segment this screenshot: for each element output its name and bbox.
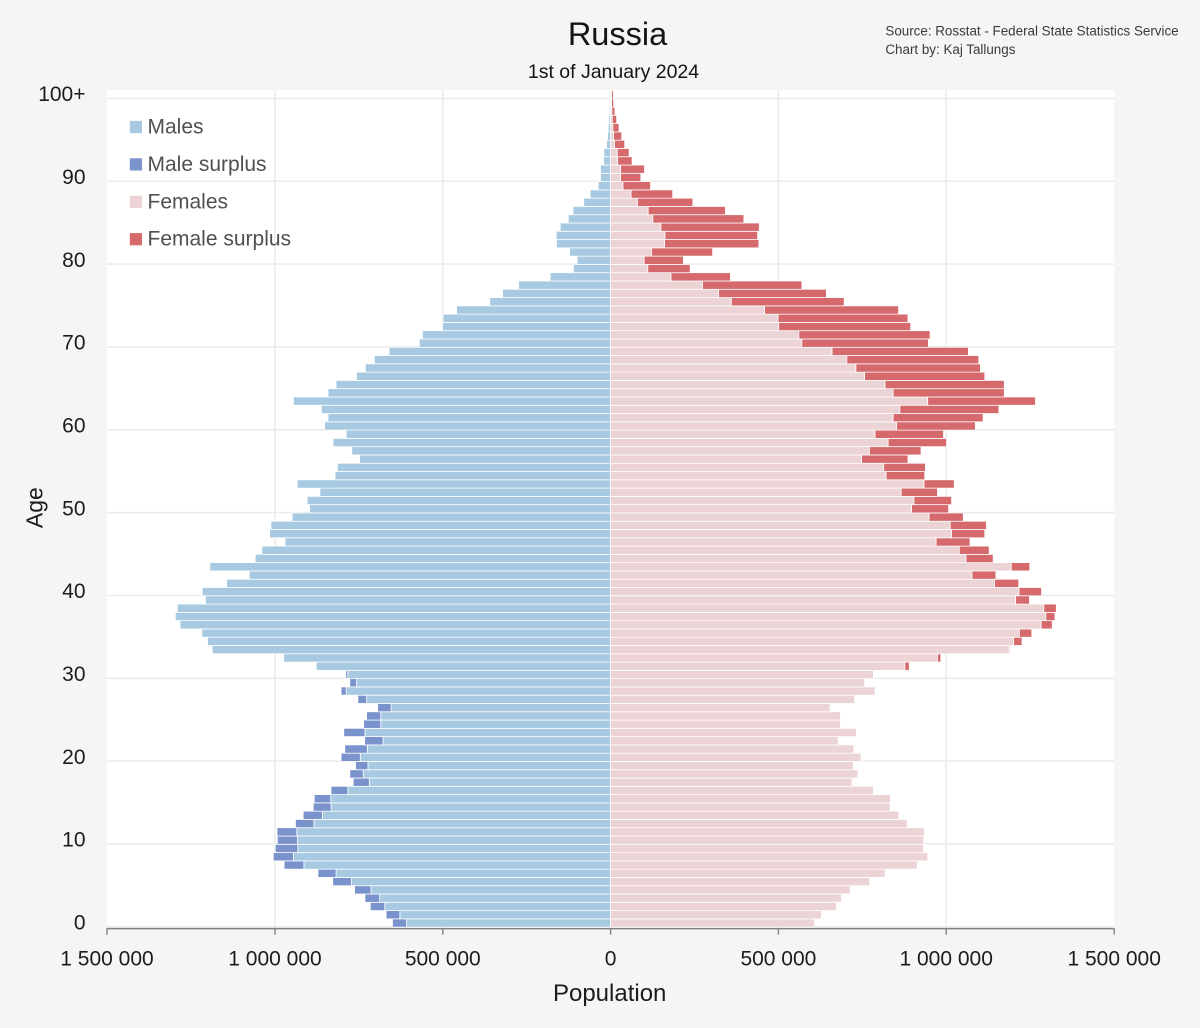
svg-text:1 000 000: 1 000 000 — [899, 947, 992, 970]
svg-text:Males: Males — [148, 116, 204, 139]
svg-text:500 000: 500 000 — [740, 947, 816, 970]
svg-text:1 000 000: 1 000 000 — [228, 947, 321, 970]
svg-text:Source: Rosstat - Federal Stat: Source: Rosstat - Federal State Statisti… — [885, 24, 1178, 39]
svg-text:40: 40 — [62, 580, 85, 603]
svg-text:0: 0 — [605, 947, 617, 970]
svg-text:100+: 100+ — [38, 83, 85, 106]
svg-text:Female surplus: Female surplus — [148, 228, 292, 251]
svg-text:Russia: Russia — [568, 16, 668, 52]
svg-text:90: 90 — [62, 166, 85, 189]
svg-text:Male surplus: Male surplus — [148, 153, 267, 176]
svg-text:70: 70 — [62, 332, 85, 355]
svg-text:Females: Females — [148, 190, 229, 213]
svg-text:0: 0 — [74, 912, 86, 935]
svg-text:60: 60 — [62, 415, 85, 438]
svg-text:20: 20 — [62, 746, 85, 769]
svg-text:1st of January 2024: 1st of January 2024 — [528, 61, 699, 83]
svg-text:1 500 000: 1 500 000 — [1067, 947, 1160, 970]
svg-text:80: 80 — [62, 249, 85, 272]
svg-text:500 000: 500 000 — [405, 947, 481, 970]
svg-text:10: 10 — [62, 829, 85, 852]
svg-text:Chart by: Kaj Tallungs: Chart by: Kaj Tallungs — [885, 42, 1015, 57]
svg-text:Population: Population — [553, 980, 666, 1007]
svg-text:50: 50 — [62, 497, 85, 520]
svg-text:Age: Age — [21, 487, 47, 528]
svg-text:30: 30 — [62, 663, 85, 686]
svg-text:1 500 000: 1 500 000 — [60, 947, 153, 970]
